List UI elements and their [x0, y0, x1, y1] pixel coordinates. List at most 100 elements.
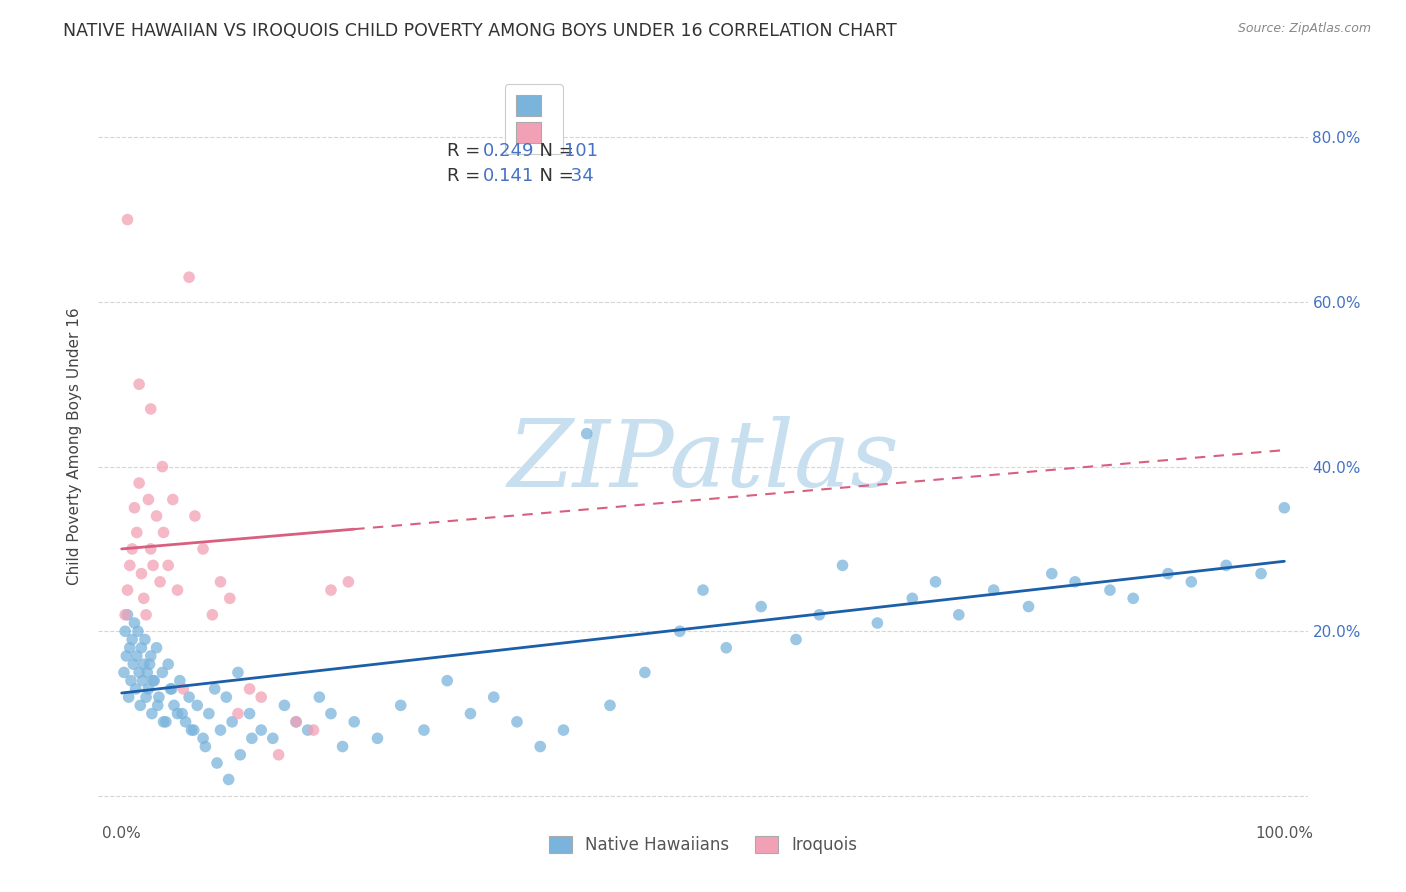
Point — [157, 558, 180, 573]
Point — [191, 541, 214, 556]
Point — [785, 632, 807, 647]
Point — [209, 574, 232, 589]
Point — [180, 723, 202, 737]
Point — [267, 747, 290, 762]
Point — [124, 500, 146, 515]
Point — [332, 739, 354, 754]
Point — [575, 426, 598, 441]
Text: Source: ZipAtlas.com: Source: ZipAtlas.com — [1237, 22, 1371, 36]
Point — [831, 558, 853, 573]
Point — [948, 607, 970, 622]
Point — [163, 698, 186, 713]
Point — [157, 657, 180, 672]
Point — [131, 673, 153, 688]
Point — [131, 566, 153, 581]
Point — [250, 690, 273, 705]
Point — [262, 731, 284, 746]
Point — [125, 525, 148, 540]
Text: 0.249: 0.249 — [482, 142, 534, 160]
Point — [117, 607, 139, 622]
Point — [221, 714, 243, 729]
Point — [302, 723, 325, 737]
Point — [599, 698, 621, 713]
Point — [149, 574, 172, 589]
Point — [240, 731, 263, 746]
Point — [114, 607, 136, 622]
Point — [117, 212, 139, 227]
Point — [186, 698, 208, 713]
Point — [634, 665, 657, 680]
Point — [127, 624, 149, 639]
Point — [131, 640, 153, 655]
Text: 0.141: 0.141 — [482, 168, 534, 186]
Point — [239, 706, 262, 721]
Point — [135, 690, 157, 705]
Point — [226, 665, 249, 680]
Point — [118, 640, 141, 655]
Point — [160, 681, 183, 696]
Text: NATIVE HAWAIIAN VS IROQUOIS CHILD POVERTY AMONG BOYS UNDER 16 CORRELATION CHART: NATIVE HAWAIIAN VS IROQUOIS CHILD POVERT… — [63, 22, 897, 40]
Point — [145, 640, 167, 655]
Point — [198, 706, 221, 721]
Point — [1250, 566, 1272, 581]
Point — [179, 270, 201, 285]
Point — [1018, 599, 1040, 614]
Point — [139, 541, 162, 556]
Point — [215, 690, 238, 705]
Point — [141, 706, 163, 721]
Point — [124, 681, 146, 696]
Point — [337, 574, 360, 589]
Point — [150, 459, 173, 474]
Point — [218, 772, 240, 787]
Point — [389, 698, 412, 713]
Point — [413, 723, 436, 737]
Point — [146, 698, 169, 713]
Text: 34: 34 — [565, 168, 593, 186]
Point — [128, 476, 150, 491]
Point — [866, 615, 889, 630]
Text: ZIPatlas: ZIPatlas — [508, 416, 898, 506]
Point — [1064, 574, 1087, 589]
Point — [138, 681, 160, 696]
Text: N =: N = — [527, 142, 579, 160]
Point — [124, 615, 146, 630]
Point — [169, 673, 191, 688]
Point — [139, 648, 162, 663]
Point — [166, 706, 188, 721]
Point — [117, 583, 139, 598]
Point — [285, 714, 308, 729]
Point — [132, 591, 155, 606]
Y-axis label: Child Poverty Among Boys Under 16: Child Poverty Among Boys Under 16 — [67, 307, 83, 585]
Point — [139, 401, 162, 416]
Point — [506, 714, 529, 729]
Point — [150, 665, 173, 680]
Point — [924, 574, 946, 589]
Point — [529, 739, 551, 754]
Point — [1272, 500, 1295, 515]
Point — [125, 648, 148, 663]
Point — [136, 665, 159, 680]
Point — [172, 706, 194, 721]
Point — [138, 492, 160, 507]
Point — [308, 690, 330, 705]
Point — [142, 673, 165, 688]
Point — [343, 714, 366, 729]
Point — [482, 690, 505, 705]
Point — [162, 492, 184, 507]
Point — [128, 665, 150, 680]
Point — [114, 624, 136, 639]
Point — [205, 756, 228, 770]
Point — [285, 714, 308, 729]
Point — [692, 583, 714, 598]
Point — [152, 525, 174, 540]
Point — [145, 508, 167, 523]
Text: N =: N = — [527, 168, 579, 186]
Point — [319, 583, 342, 598]
Point — [901, 591, 924, 606]
Point — [179, 690, 201, 705]
Point — [183, 723, 205, 737]
Point — [155, 714, 177, 729]
Point — [129, 698, 152, 713]
Point — [204, 681, 226, 696]
Point — [1122, 591, 1144, 606]
